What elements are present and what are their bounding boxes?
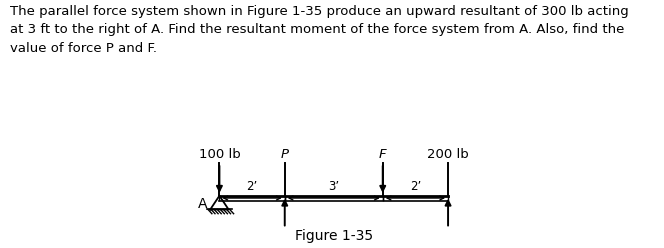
Text: Figure 1-35: Figure 1-35 — [295, 229, 373, 243]
Text: 2’: 2’ — [410, 180, 421, 193]
Text: A: A — [198, 197, 208, 211]
Text: P: P — [281, 148, 289, 161]
Text: 3’: 3’ — [328, 180, 339, 193]
Text: F: F — [379, 148, 386, 161]
Text: The parallel force system shown in Figure 1-35 produce an upward resultant of 30: The parallel force system shown in Figur… — [10, 5, 629, 55]
Text: 200 lb: 200 lb — [427, 148, 469, 161]
Text: 2’: 2’ — [246, 180, 258, 193]
Text: 100 lb: 100 lb — [199, 148, 240, 161]
